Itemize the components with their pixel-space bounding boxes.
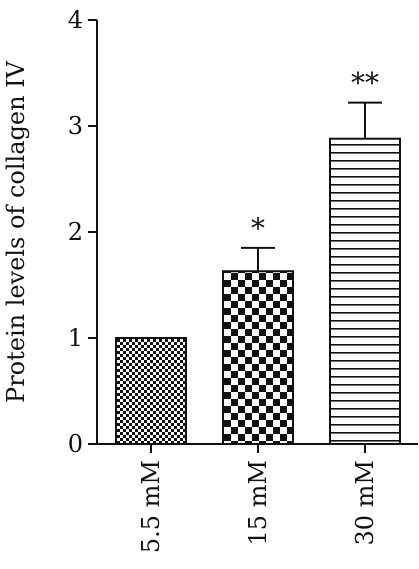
y-tick-label: 1 bbox=[68, 324, 83, 352]
x-tick-label: 5.5 mM bbox=[137, 460, 165, 553]
bar-2 bbox=[329, 137, 401, 445]
x-tick-label: 15 mM bbox=[244, 460, 272, 546]
bar-0 bbox=[115, 337, 187, 445]
y-axis-title-group: Protein levels of collagen IV bbox=[2, 60, 30, 403]
x-tick-label: 30 mM bbox=[351, 460, 379, 546]
y-tick-label: 3 bbox=[68, 112, 83, 140]
significance-label: * bbox=[251, 212, 265, 245]
x-ticks: 5.5 mM 15 mM 30 mM bbox=[137, 444, 379, 553]
significance-labels: *** bbox=[251, 67, 379, 245]
bar-1 bbox=[222, 270, 294, 445]
error-bars bbox=[241, 101, 382, 272]
y-tick-label: 0 bbox=[68, 430, 83, 458]
significance-label: ** bbox=[351, 67, 379, 100]
bars bbox=[115, 137, 401, 445]
y-tick-label: 4 bbox=[68, 6, 83, 34]
y-ticks: 0 1 2 3 4 bbox=[68, 6, 97, 458]
y-tick-label: 2 bbox=[68, 218, 83, 246]
y-axis-title: Protein levels of collagen IV bbox=[2, 60, 30, 403]
